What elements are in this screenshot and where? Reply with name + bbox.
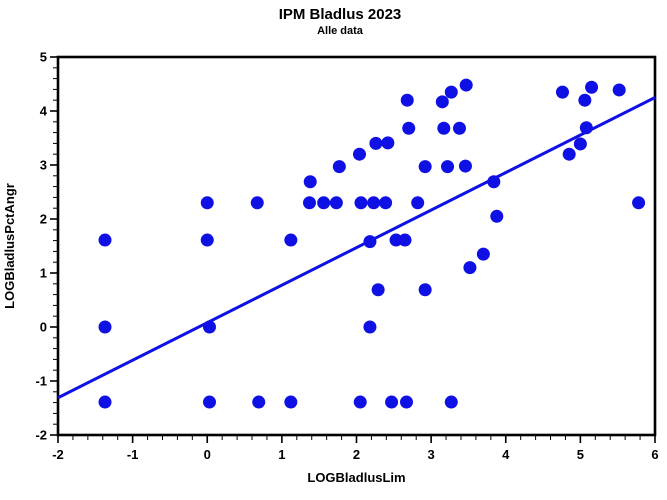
data-point <box>411 196 425 210</box>
data-point <box>385 395 399 409</box>
data-point <box>399 395 413 409</box>
data-point <box>354 196 368 210</box>
data-point <box>418 160 432 174</box>
data-point <box>389 233 403 247</box>
x-tick-label: 0 <box>204 447 211 462</box>
data-point <box>98 320 112 334</box>
data-point <box>363 235 377 249</box>
y-tick-label: 0 <box>40 320 47 335</box>
data-point <box>441 160 455 174</box>
x-tick-label: 6 <box>651 447 658 462</box>
data-point <box>202 395 216 409</box>
x-tick-label: -1 <box>127 447 139 462</box>
axis-tick-labels: -2 -1 0 1 2 3 4 5 6 -2 -1 0 1 2 3 4 5 <box>35 50 658 463</box>
data-point <box>98 233 112 247</box>
data-point <box>200 196 214 210</box>
data-point <box>284 395 298 409</box>
axis-ticks <box>50 56 656 443</box>
data-point <box>284 233 298 247</box>
x-tick-label: 2 <box>353 447 360 462</box>
y-tick-label: 4 <box>40 104 48 119</box>
data-point <box>252 395 266 409</box>
x-axis-label: LOGBladlusLim <box>307 470 405 485</box>
data-point <box>490 209 504 223</box>
data-point <box>562 147 576 161</box>
data-point <box>303 175 317 189</box>
x-tick-label: -2 <box>52 447 64 462</box>
y-tick-label: 1 <box>40 266 47 281</box>
data-point <box>444 85 458 99</box>
data-point <box>444 395 458 409</box>
x-tick-label: 5 <box>577 447 584 462</box>
data-point <box>398 233 412 247</box>
data-point <box>367 196 381 210</box>
data-point <box>612 83 626 97</box>
y-tick-label: 2 <box>40 212 47 227</box>
data-point <box>452 121 466 135</box>
x-tick-label: 4 <box>502 447 510 462</box>
data-point <box>578 93 592 107</box>
data-point <box>459 78 473 92</box>
data-point <box>579 121 593 135</box>
data-point <box>418 283 432 297</box>
data-point <box>476 247 490 261</box>
data-point <box>381 136 395 150</box>
data-point <box>352 147 366 161</box>
x-tick-label: 3 <box>428 447 435 462</box>
data-point <box>200 233 214 247</box>
data-point <box>573 137 587 151</box>
chart-subtitle: Alle data <box>317 25 363 37</box>
data-point <box>353 395 367 409</box>
data-point <box>458 159 472 173</box>
data-point <box>363 320 377 334</box>
data-point <box>302 196 316 210</box>
data-point <box>332 160 346 174</box>
data-point <box>585 80 599 94</box>
data-point <box>487 175 501 189</box>
plot-frame <box>56 55 657 437</box>
data-point <box>463 261 477 275</box>
data-point <box>250 196 264 210</box>
data-point <box>371 283 385 297</box>
y-tick-label: 3 <box>40 158 47 173</box>
data-point <box>400 93 414 107</box>
y-tick-label: -1 <box>35 374 47 389</box>
data-point <box>555 85 569 99</box>
data-point <box>317 196 331 210</box>
data-point <box>202 320 216 334</box>
x-tick-label: 1 <box>278 447 285 462</box>
data-point <box>98 395 112 409</box>
chart-title: IPM Bladlus 2023 <box>278 6 402 23</box>
data-point <box>632 196 646 210</box>
data-point <box>402 121 416 135</box>
data-points <box>98 78 646 409</box>
data-point <box>369 136 383 150</box>
y-tick-label: -2 <box>35 428 47 443</box>
y-axis-label: LOGBladlusPctAngr <box>2 183 17 309</box>
data-point <box>379 196 393 210</box>
data-point <box>437 121 451 135</box>
data-point <box>329 196 343 210</box>
data-point <box>435 95 449 109</box>
regression-line <box>57 96 656 400</box>
y-tick-label: 5 <box>40 50 47 65</box>
